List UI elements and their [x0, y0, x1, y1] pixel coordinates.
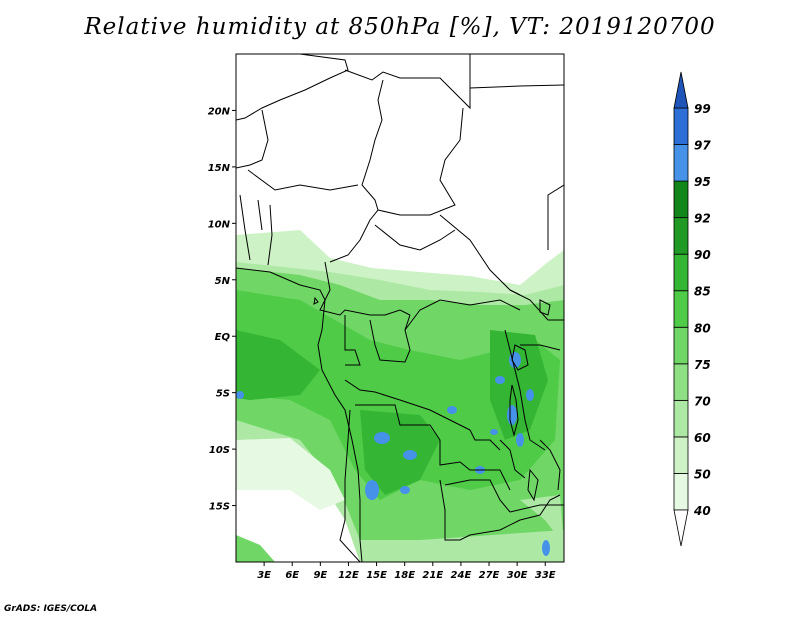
colorbar-top-arrow	[673, 71, 689, 109]
lon-tick-label: 3E	[257, 570, 271, 581]
country-borders	[236, 54, 564, 562]
colorbar-label: 80	[694, 321, 711, 335]
lon-tick-label: 30E	[507, 570, 528, 581]
humidity-field	[236, 54, 564, 562]
lon-tick-label: 21E	[422, 570, 443, 581]
colorbar-segment	[673, 144, 689, 182]
grads-credit: GrADS: IGES/COLA	[4, 604, 98, 614]
colorbar-bottom-arrow	[673, 509, 689, 547]
humidity-region-85	[236, 290, 560, 500]
colorbar-segment	[673, 363, 689, 401]
coastline	[236, 267, 363, 562]
latitude-axis: 20N 15N 10N 5N EQ 5S 10S 15S	[208, 106, 236, 513]
lon-tick-label: 15E	[366, 570, 387, 581]
colorbar-label: 85	[694, 285, 711, 299]
lat-tick-label: 15N	[208, 163, 231, 174]
colorbar-label: 99	[694, 102, 711, 116]
lat-tick-label: 20N	[208, 106, 231, 117]
colorbar-segment	[673, 217, 689, 255]
colorbar-segment	[673, 326, 689, 365]
humidity-region-90	[236, 330, 320, 400]
lakes	[509, 299, 551, 502]
lon-tick-label: 33E	[535, 570, 556, 581]
colorbar-segment	[673, 473, 689, 511]
lon-tick-label: 18E	[394, 570, 415, 581]
colorbar-label: 90	[694, 248, 711, 262]
colorbar-label: 70	[694, 394, 711, 408]
lat-tick-label: 15S	[209, 502, 230, 513]
colorbar-segment	[673, 399, 689, 438]
map-frame	[235, 53, 565, 563]
colorbar-label: 97	[694, 139, 711, 153]
colorbar: 40 50 60 70 75 80 85 90 92 95 97 99	[673, 71, 711, 547]
colorbar-segment	[673, 107, 689, 145]
lon-tick-label: 12E	[338, 570, 359, 581]
lat-tick-label: 10N	[208, 219, 231, 230]
colorbar-segment	[673, 253, 689, 292]
lon-tick-label: 6E	[285, 570, 299, 581]
lat-tick-label: 5N	[215, 276, 231, 287]
colorbar-label: 40	[693, 504, 711, 518]
lon-tick-label: 9E	[313, 570, 327, 581]
colorbar-segment	[673, 180, 689, 219]
colorbar-label: 95	[694, 175, 711, 189]
colorbar-segment	[673, 436, 689, 474]
map-title: Relative humidity at 850hPa [%], VT: 201…	[84, 14, 716, 40]
colorbar-label: 60	[694, 431, 711, 445]
colorbar-label: 50	[694, 467, 711, 481]
humidity-region-92	[360, 410, 440, 495]
lon-tick-label: 24E	[451, 570, 472, 581]
lon-tick-label: 27E	[479, 570, 500, 581]
lat-tick-label: 5S	[216, 389, 230, 400]
colorbar-label: 92	[694, 212, 711, 226]
lat-tick-label: EQ	[215, 332, 231, 343]
colorbar-label: 75	[694, 358, 711, 372]
lat-tick-label: 10S	[209, 445, 230, 456]
longitude-axis: 3E 6E 9E 12E 15E 18E 21E 24E 27E 30E 33E	[257, 562, 556, 581]
colorbar-segment	[673, 290, 689, 328]
